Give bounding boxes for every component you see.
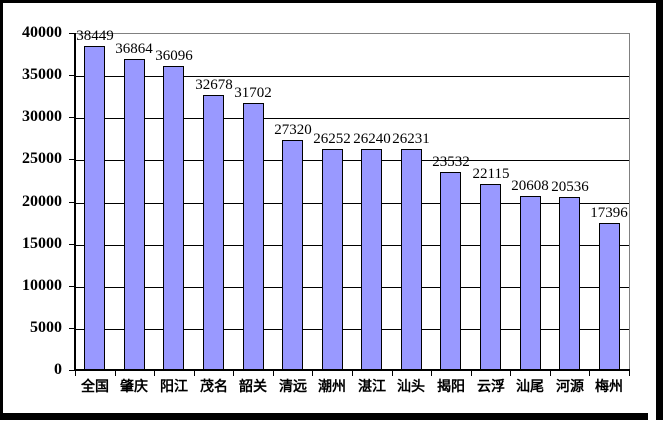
x-axis-tick — [510, 371, 511, 376]
y-axis-tick — [69, 370, 75, 371]
bar — [559, 197, 580, 370]
x-axis-tick — [431, 371, 432, 376]
y-axis-label: 25000 — [22, 150, 62, 167]
bar — [124, 59, 145, 370]
bar — [401, 149, 422, 370]
bar-value-label: 31702 — [234, 85, 272, 101]
y-axis-tick — [69, 202, 75, 203]
x-axis-category-label: 阳江 — [160, 379, 188, 395]
bar — [243, 103, 264, 370]
bar-value-label: 23532 — [432, 154, 470, 170]
x-axis-tick — [550, 371, 551, 376]
bar — [322, 149, 343, 370]
bar — [203, 95, 224, 370]
y-axis-tick — [69, 159, 75, 160]
x-axis-line — [74, 369, 630, 371]
x-axis-tick — [115, 371, 116, 376]
bar-value-label: 26240 — [353, 131, 391, 147]
x-axis-category-label: 汕头 — [397, 379, 425, 395]
x-axis-category-label: 河源 — [556, 379, 584, 395]
x-axis-category-label: 湛江 — [358, 379, 386, 395]
bar-value-label: 36096 — [155, 48, 193, 64]
gridline — [75, 202, 629, 204]
bar-value-label: 20536 — [551, 179, 589, 195]
x-axis-category-label: 揭阳 — [437, 379, 465, 395]
y-axis-label: 20000 — [22, 193, 62, 210]
frame-border-left — [0, 0, 3, 420]
bar — [84, 46, 105, 370]
bar — [599, 223, 620, 370]
bar-value-label: 20608 — [511, 178, 549, 194]
x-axis-category-label: 云浮 — [477, 379, 505, 395]
x-axis-category-label: 肇庆 — [120, 379, 148, 395]
x-axis-tick — [471, 371, 472, 376]
bar — [520, 196, 541, 370]
x-axis-tick — [75, 371, 76, 376]
x-axis-tick — [392, 371, 393, 376]
y-axis-label: 5000 — [30, 319, 62, 336]
y-axis-tick — [69, 75, 75, 76]
bar-value-label: 32678 — [195, 77, 233, 93]
x-axis-category-label: 梅州 — [595, 379, 623, 395]
x-axis-tick — [154, 371, 155, 376]
gridline — [75, 244, 629, 246]
bar-value-label: 26231 — [392, 131, 430, 147]
x-axis-category-label: 茂名 — [200, 379, 228, 395]
bar-value-label: 22115 — [472, 166, 510, 182]
y-axis-label: 30000 — [22, 108, 62, 125]
y-axis-tick — [69, 328, 75, 329]
bar — [163, 66, 184, 370]
x-axis-tick — [352, 371, 353, 376]
x-axis-tick — [194, 371, 195, 376]
bar — [480, 184, 501, 370]
y-axis-label: 10000 — [22, 277, 62, 294]
plot-area — [75, 33, 630, 371]
gridline — [75, 76, 629, 78]
x-axis-tick — [629, 371, 630, 376]
y-axis-tick — [69, 117, 75, 118]
gridline — [75, 286, 629, 288]
x-axis-category-label: 韶关 — [239, 379, 267, 395]
y-axis-line — [74, 33, 76, 370]
gridline — [75, 118, 629, 120]
bar-value-label: 36864 — [115, 41, 153, 57]
frame-border-bottom — [0, 413, 648, 420]
x-axis-category-label: 潮州 — [318, 379, 346, 395]
gridline — [75, 328, 629, 330]
x-axis-category-label: 全国 — [81, 379, 109, 395]
bar-value-label: 27320 — [274, 122, 312, 138]
bar-value-label: 17396 — [590, 205, 628, 221]
y-axis-tick — [69, 244, 75, 245]
frame-border-top — [0, 0, 663, 3]
gridline — [75, 160, 629, 162]
y-axis-label: 35000 — [22, 66, 62, 83]
bar — [282, 140, 303, 370]
bar — [440, 172, 461, 370]
y-axis-tick — [69, 33, 75, 34]
y-axis-label: 0 — [54, 361, 62, 378]
bar — [361, 149, 382, 370]
x-axis-tick — [233, 371, 234, 376]
y-axis-label: 40000 — [22, 24, 62, 41]
y-axis-tick — [69, 286, 75, 287]
bar-value-label: 26252 — [313, 131, 351, 147]
x-axis-tick — [312, 371, 313, 376]
x-axis-category-label: 清远 — [279, 379, 307, 395]
y-axis-label: 15000 — [22, 235, 62, 252]
x-axis-tick — [589, 371, 590, 376]
bar-value-label: 38449 — [76, 28, 114, 44]
frame-border-right — [656, 0, 663, 420]
x-axis-tick — [273, 371, 274, 376]
x-axis-category-label: 汕尾 — [516, 379, 544, 395]
